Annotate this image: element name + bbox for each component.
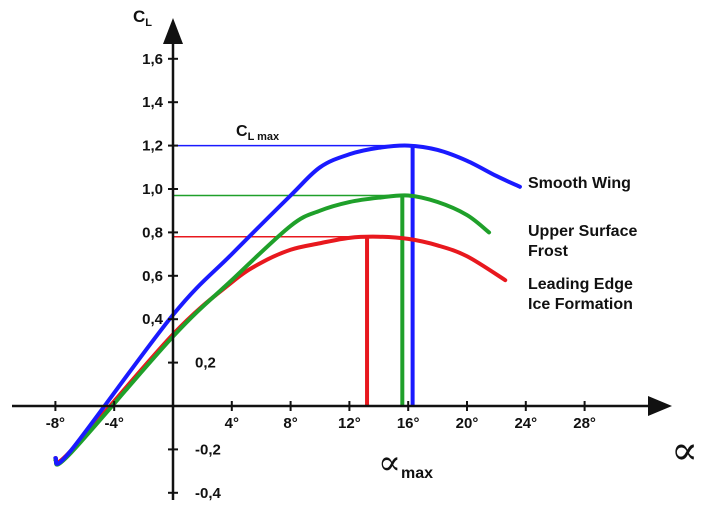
series-label: Frost <box>528 243 569 260</box>
y-tick-label: 0,4 <box>142 311 164 328</box>
x-tick-label: 20° <box>456 415 479 432</box>
y-tick-label: -0,4 <box>195 485 222 502</box>
axes <box>12 18 672 500</box>
x-tick-label: 4° <box>225 415 239 432</box>
alpha-max-sub: max <box>401 465 433 482</box>
x-tick-label: 8° <box>283 415 297 432</box>
y-axis-label-main: C <box>133 7 145 26</box>
cl-max-annotation: CL max <box>236 123 280 143</box>
alpha-max-glyph: ∝ <box>378 443 401 483</box>
series-label: Smooth Wing <box>528 175 631 192</box>
y-axis-arrowhead <box>163 18 183 44</box>
x-axis-label: ∝ <box>671 428 698 474</box>
y-tick-label: 1,6 <box>142 51 163 68</box>
series-label: Leading Edge <box>528 276 633 293</box>
y-tick-label: 1,4 <box>142 94 164 111</box>
alpha-max-annotation: ∝max <box>378 443 433 483</box>
y-tick-label: 0,2 <box>195 355 216 372</box>
x-tick-label: 12° <box>338 415 361 432</box>
series-curves <box>53 143 522 467</box>
series-line-smooth-wing <box>53 143 522 466</box>
y-tick-label: -0,2 <box>195 441 221 458</box>
x-tick-label: 24° <box>514 415 537 432</box>
series-labels: Smooth Wing Upper Surface Frost Leading Edg… <box>528 175 637 313</box>
x-tick-label: 28° <box>573 415 596 432</box>
x-tick-label: 16° <box>397 415 420 432</box>
y-tick-label: 1,2 <box>142 138 163 155</box>
series-label: Ice Formation <box>528 296 633 313</box>
y-tick-label: 0,6 <box>142 268 163 285</box>
reference-lines <box>173 144 415 406</box>
series-label: Upper Surface <box>528 223 637 240</box>
x-axis-arrowhead <box>648 396 672 416</box>
y-tick-label: 0,8 <box>142 224 163 241</box>
cl-max-main: C <box>236 123 248 140</box>
axis-ticks: -8° -4° 4° 8° 12° 16° 20° 24° 28° 1,6 1,4 1,2 1,0 0,8… <box>46 51 596 502</box>
y-axis-label: CL <box>133 7 152 29</box>
y-tick-label: 1,0 <box>142 181 163 198</box>
cl-max-sub: L max <box>248 131 280 143</box>
x-tick-label: -4° <box>105 415 124 432</box>
x-tick-label: -8° <box>46 415 65 432</box>
y-axis-label-sub: L <box>145 17 152 29</box>
series-line-upper-surface-frost <box>53 193 492 467</box>
